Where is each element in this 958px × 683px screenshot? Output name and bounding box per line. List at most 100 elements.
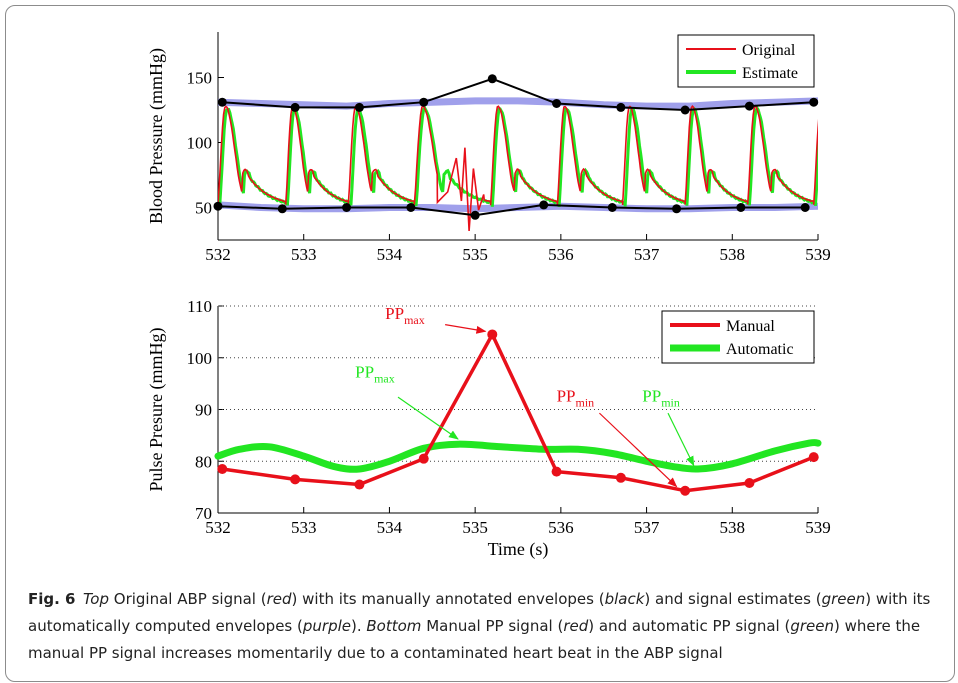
x-tick-label: 533 — [291, 518, 317, 537]
manual-lower-point — [539, 200, 549, 210]
estimate-series-line — [218, 104, 818, 207]
manual-point — [354, 479, 365, 490]
annotation-label-main: PP — [385, 304, 404, 323]
y-tick-label: 100 — [187, 134, 213, 153]
manual-upper-point — [217, 97, 227, 107]
manual-point — [615, 472, 626, 483]
caption-text-part: Bottom — [366, 617, 422, 635]
annotation-label-main: PP — [355, 362, 374, 381]
manual-point — [290, 474, 301, 485]
manual-lower-point — [470, 210, 480, 220]
y-axis-label: Pulse Presure (mmHg) — [146, 328, 167, 492]
caption-text-part: ) with its automatically computed envelo… — [28, 590, 931, 635]
caption-text-part: ) and automatic PP signal ( — [588, 617, 791, 635]
caption-text-part: green — [821, 590, 866, 608]
x-tick-label: 537 — [634, 518, 660, 537]
x-tick-label: 534 — [377, 518, 403, 537]
figure-frame: 532 533 534 535 536 537 538 539 50 100 150 Blood Pr… — [5, 5, 955, 682]
manual-lower-point — [672, 204, 682, 214]
caption-text-part: ) with its manually annotated envelopes … — [291, 590, 605, 608]
plot-area — [218, 77, 818, 231]
y-tick-label: 70 — [195, 504, 212, 523]
manual-point — [808, 452, 819, 463]
caption-text-part: ). — [351, 617, 367, 635]
manual-lower-point — [406, 203, 416, 212]
x-tick-label: 538 — [720, 245, 746, 264]
annotation-arrow — [599, 412, 678, 488]
caption-text-part: Original ABP signal ( — [109, 590, 267, 608]
automatic-series-line — [214, 439, 822, 473]
manual-upper-point — [616, 102, 626, 112]
x-tick-label: 539 — [805, 245, 831, 264]
annotation-label-sub: max — [374, 371, 395, 385]
annotation-label-sub: max — [404, 313, 425, 327]
x-tick-label: 536 — [548, 245, 574, 264]
legend-label-original: Original — [742, 42, 796, 59]
manual-point — [680, 485, 691, 496]
caption-text-part: green — [790, 617, 834, 635]
annotation-arrow — [397, 396, 459, 440]
manual-point — [551, 466, 562, 477]
caption-text-part: Top — [82, 590, 109, 608]
caption-text-part: red — [563, 617, 589, 635]
annotation-label-main: PP — [642, 387, 661, 406]
legend-label-manual: Manual — [726, 318, 775, 335]
y-axis-label: Blood Pressure (mmHg) — [146, 48, 167, 224]
x-tick-label: 538 — [720, 518, 746, 537]
legend-label-estimate: Estimate — [742, 65, 798, 82]
y-tick-label: 50 — [195, 199, 212, 218]
manual-lower-point — [607, 203, 617, 212]
figure-caption: Fig. 6 Top Original ABP signal (red) wit… — [28, 586, 938, 667]
y-tick-label: 100 — [187, 349, 213, 368]
x-tick-label: 537 — [634, 245, 660, 264]
manual-upper-point — [487, 74, 497, 84]
pulse-pressure-plot: 532 533 534 535 536 537 538 539 70 80 90 100 110 Puls… — [146, 297, 831, 560]
blood-pressure-plot: 532 533 534 535 536 537 538 539 50 100 150 Blood Pr… — [146, 32, 831, 264]
caption-figure-label: Fig. 6 — [28, 590, 76, 608]
manual-upper-envelope — [222, 77, 814, 112]
legend-box — [677, 34, 815, 88]
x-tick-label: 535 — [462, 518, 488, 537]
annotation-label: PPmax — [385, 304, 425, 327]
legend-box — [661, 310, 815, 364]
caption-text-part: black — [604, 590, 645, 608]
manual-lower-point — [800, 203, 810, 212]
caption-text-part: Manual PP signal ( — [421, 617, 564, 635]
manual-lower-point — [277, 204, 287, 214]
annotation-label-main: PP — [557, 387, 576, 406]
x-tick-label: 539 — [805, 518, 831, 537]
x-tick-label: 535 — [462, 245, 488, 264]
annotation-label: PPmin — [642, 387, 680, 410]
annotation-label: PPmax — [355, 362, 395, 385]
manual-upper-point — [354, 102, 364, 112]
manual-lower-point — [213, 201, 223, 211]
manual-point — [418, 453, 429, 464]
manual-upper-point — [290, 102, 300, 112]
manual-point — [487, 329, 498, 340]
y-tick-label: 110 — [187, 297, 212, 316]
x-axis-label: Time (s) — [488, 539, 549, 560]
manual-series-line — [222, 332, 815, 493]
manual-lower-point — [342, 203, 352, 212]
manual-upper-point — [744, 101, 754, 111]
annotation-arrow — [667, 412, 695, 467]
annotation-label-sub: min — [661, 396, 680, 410]
x-tick-label: 536 — [548, 518, 574, 537]
manual-upper-point — [552, 99, 562, 108]
caption-text-part: ) and signal estimates ( — [644, 590, 822, 608]
automatic-upper-envelope — [218, 97, 818, 110]
x-tick-label: 532 — [205, 518, 231, 537]
y-tick-label: 90 — [195, 401, 212, 420]
original-series-line — [218, 104, 818, 231]
manual-upper-point — [419, 97, 429, 107]
x-tick-label: 534 — [377, 245, 403, 264]
annotation-label-sub: min — [575, 396, 594, 410]
legend-label-automatic: Automatic — [726, 341, 794, 358]
figure-charts: 532 533 534 535 536 537 538 539 50 100 150 Blood Pr… — [146, 32, 831, 560]
manual-point — [744, 477, 755, 488]
caption-text-part: red — [266, 590, 292, 608]
caption-text-part: purple — [302, 617, 351, 635]
manual-lower-point — [736, 203, 746, 212]
annotation-arrow — [445, 324, 487, 334]
x-tick-label: 532 — [205, 245, 231, 264]
